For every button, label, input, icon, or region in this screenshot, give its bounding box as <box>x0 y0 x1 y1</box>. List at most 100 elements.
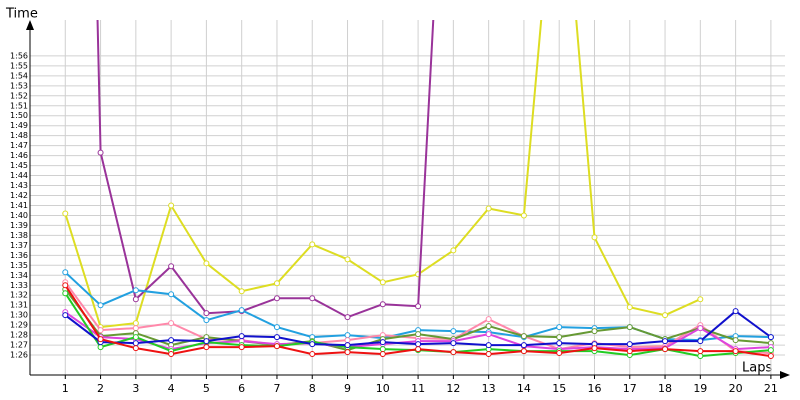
data-point <box>520 348 527 355</box>
data-point <box>168 337 175 344</box>
data-point <box>168 202 175 209</box>
y-tick-label: 1:54 <box>10 71 28 80</box>
data-point <box>767 353 774 360</box>
x-tick-label: 15 <box>552 382 566 395</box>
data-point <box>591 328 598 335</box>
y-tick-label: 1:45 <box>10 161 28 170</box>
data-point <box>309 241 316 248</box>
y-tick-label: 1:39 <box>10 221 28 230</box>
data-point <box>97 149 104 156</box>
data-point <box>132 287 139 294</box>
x-axis-label: Laps <box>742 361 772 376</box>
y-tick-label: 1:41 <box>10 201 28 210</box>
data-point <box>732 308 739 315</box>
y-tick-label: 1:48 <box>10 131 28 140</box>
data-point <box>485 323 492 330</box>
y-tick-label: 1:32 <box>10 291 28 300</box>
data-point <box>767 347 774 354</box>
data-point <box>97 336 104 343</box>
y-tick-label: 1:56 <box>10 51 28 60</box>
data-point <box>415 303 422 310</box>
data-point <box>520 333 527 340</box>
x-tick-label: 13 <box>482 382 496 395</box>
y-tick-label: 1:38 <box>10 231 28 240</box>
y-tick-label: 1:34 <box>10 271 28 280</box>
data-point <box>485 331 492 338</box>
data-point <box>520 212 527 219</box>
data-point <box>485 316 492 323</box>
data-point <box>62 269 69 276</box>
data-point <box>732 348 739 355</box>
y-tick-label: 1:53 <box>10 81 28 90</box>
data-point <box>556 340 563 347</box>
data-point <box>344 332 351 339</box>
data-point <box>450 247 457 254</box>
data-point <box>415 346 422 353</box>
y-tick-label: 1:46 <box>10 151 28 160</box>
data-point <box>697 353 704 360</box>
data-point <box>309 341 316 348</box>
y-tick-label: 1:49 <box>10 121 28 130</box>
data-point <box>379 279 386 286</box>
data-point <box>203 338 210 345</box>
data-point <box>132 320 139 327</box>
series-line <box>96 20 435 319</box>
x-tick-label: 20 <box>729 382 743 395</box>
data-point <box>168 320 175 327</box>
data-point <box>62 282 69 289</box>
y-axis-arrow <box>26 20 34 30</box>
x-tick-label: 5 <box>203 382 210 395</box>
data-point <box>662 338 669 345</box>
plot-area <box>62 20 774 360</box>
data-point <box>626 348 633 355</box>
data-point <box>62 312 69 319</box>
y-tick-label: 1:31 <box>10 301 28 310</box>
data-point <box>450 349 457 356</box>
x-tick-label: 7 <box>273 382 280 395</box>
data-point <box>309 351 316 358</box>
data-point <box>662 312 669 319</box>
y-tick-label: 1:55 <box>10 61 28 70</box>
y-tick-label: 1:40 <box>10 211 28 220</box>
data-point <box>626 304 633 311</box>
y-tick-label: 1:51 <box>10 101 28 110</box>
data-point <box>344 342 351 349</box>
data-point <box>591 234 598 241</box>
y-tick-label: 1:26 <box>10 351 28 360</box>
x-tick-label: 19 <box>693 382 707 395</box>
data-point <box>344 314 351 321</box>
data-point <box>415 331 422 338</box>
data-point <box>450 340 457 347</box>
data-point <box>62 290 69 297</box>
data-point <box>132 345 139 352</box>
data-point <box>485 342 492 349</box>
data-point <box>344 256 351 263</box>
y-tick-label: 1:29 <box>10 321 28 330</box>
data-point <box>626 341 633 348</box>
data-point <box>203 260 210 267</box>
data-point <box>132 340 139 347</box>
data-point <box>415 341 422 348</box>
x-tick-label: 1 <box>62 382 69 395</box>
y-tick-label: 1:44 <box>10 171 28 180</box>
y-tick-label: 1:52 <box>10 91 28 100</box>
data-point <box>132 325 139 332</box>
y-tick-label: 1:37 <box>10 241 28 250</box>
data-point <box>379 301 386 308</box>
data-point <box>273 324 280 331</box>
data-point <box>203 317 210 324</box>
data-point <box>556 350 563 357</box>
data-point <box>273 295 280 302</box>
data-point <box>97 302 104 309</box>
y-tick-label: 1:50 <box>10 111 28 120</box>
x-tick-label: 2 <box>97 382 104 395</box>
data-point <box>767 334 774 341</box>
x-tick-label: 16 <box>587 382 601 395</box>
y-tick-label: 1:35 <box>10 261 28 270</box>
data-point <box>168 263 175 270</box>
data-point <box>556 324 563 331</box>
data-point <box>556 334 563 341</box>
x-tick-label: 3 <box>132 382 139 395</box>
grid <box>30 20 785 375</box>
